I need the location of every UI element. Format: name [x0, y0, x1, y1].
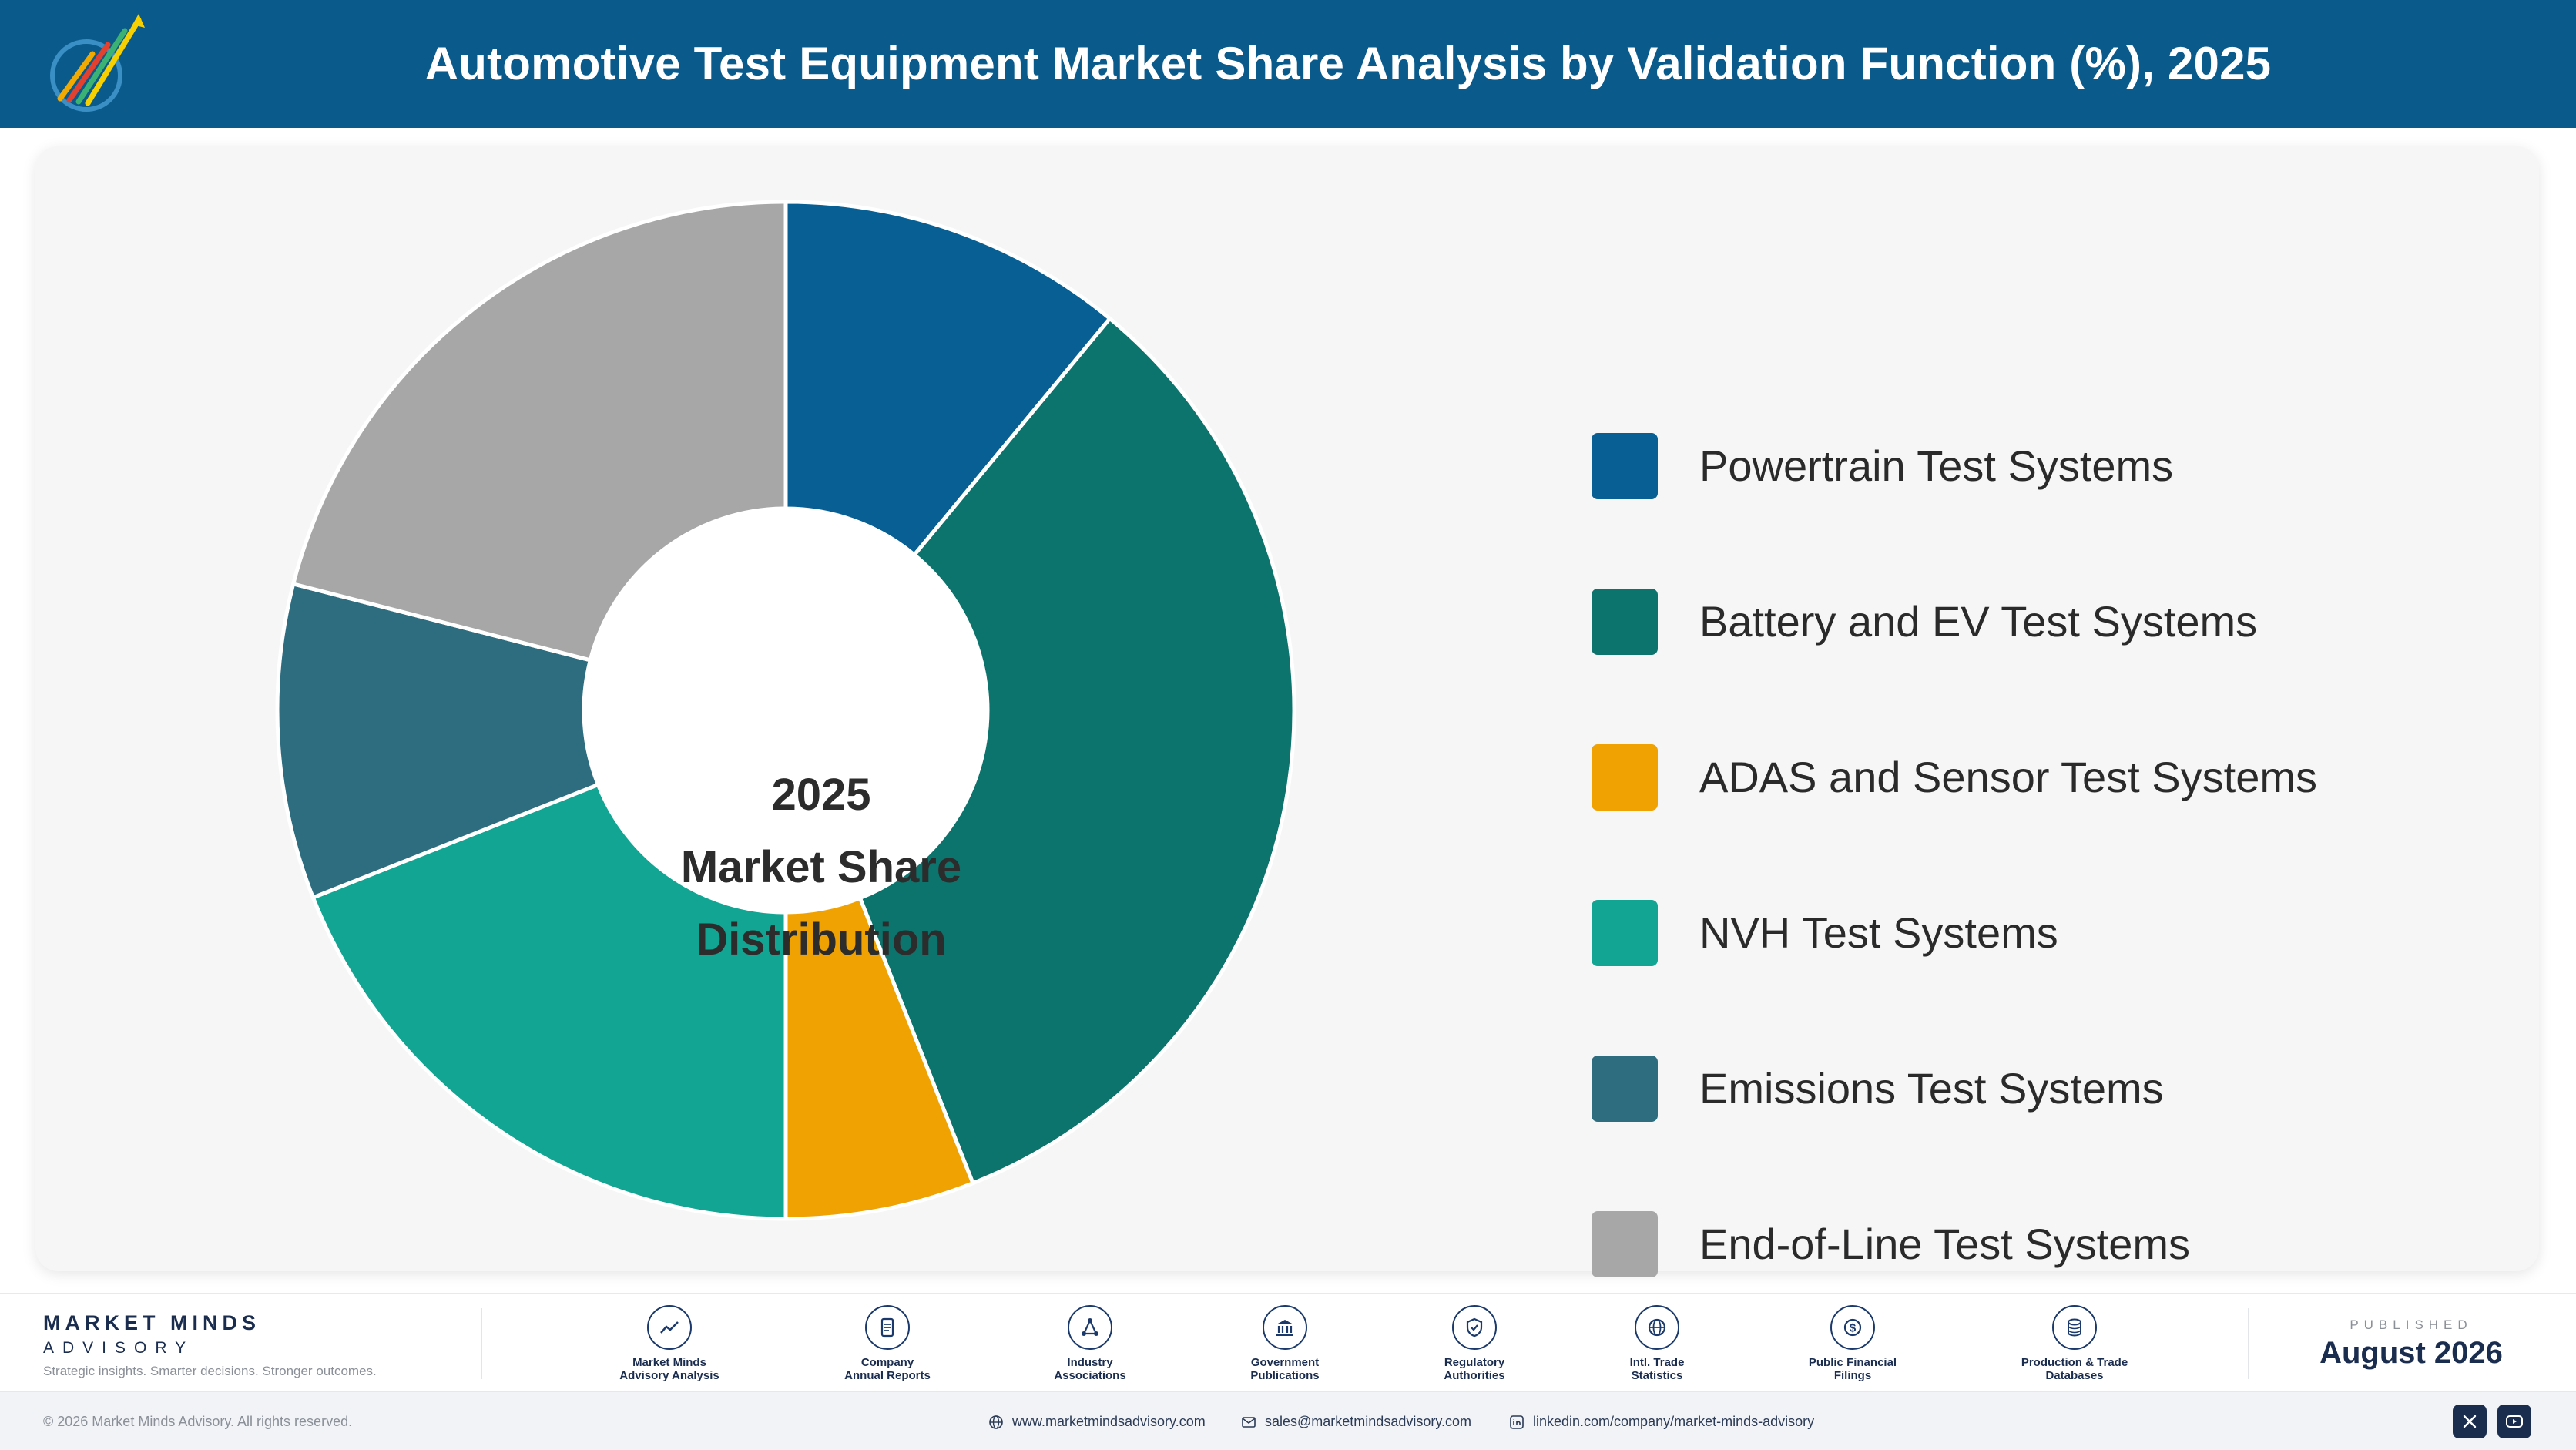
source-item[interactable]: Market Minds Advisory Analysis: [581, 1305, 758, 1382]
brand-tagline: Strategic insights. Smarter decisions. S…: [43, 1364, 377, 1378]
legend-label: NVH Test Systems: [1699, 908, 2058, 957]
linkedin-icon: [1510, 1415, 1524, 1430]
government-building-icon: [1263, 1305, 1307, 1350]
center-label-line: Market Share: [680, 842, 962, 892]
legend-item[interactable]: Emissions Test Systems: [1592, 1056, 2516, 1123]
legend-item[interactable]: Powertrain Test Systems: [1592, 433, 2516, 501]
footer: MARKET MINDS ADVISORY Strategic insights…: [0, 1293, 2576, 1390]
legend-swatch: [1592, 1211, 1658, 1277]
legend-swatch: [1592, 433, 1658, 499]
document-icon: [865, 1305, 910, 1350]
donut-slice[interactable]: [783, 200, 1113, 558]
dollar-coin-icon: $: [1830, 1305, 1875, 1350]
donut-center-label: 2025 Market Share Distribution: [629, 759, 1014, 976]
shield-check-icon: [1452, 1305, 1497, 1350]
mail-icon: [1242, 1417, 1256, 1428]
legend-label: Battery and EV Test Systems: [1699, 597, 2258, 646]
source-item[interactable]: Intl. Trade Statistics: [1568, 1305, 1746, 1382]
linkedin-link[interactable]: linkedin.com/company/market-minds-adviso…: [1508, 1392, 1814, 1450]
youtube-icon[interactable]: [2497, 1405, 2531, 1438]
donut-hole: [584, 509, 988, 912]
source-item[interactable]: Government Publications: [1196, 1305, 1374, 1382]
source-item[interactable]: Company Annual Reports: [799, 1305, 976, 1382]
legend-item[interactable]: End-of-Line Test Systems: [1592, 1211, 2516, 1279]
legend-swatch: [1592, 744, 1658, 811]
page-title: Automotive Test Equipment Market Share A…: [424, 38, 2272, 89]
chart-card: 2025 Market Share Distribution Powertrai…: [35, 146, 2539, 1277]
brand-subtitle: ADVISORY: [43, 1339, 195, 1357]
source-item[interactable]: Regulatory Authorities: [1386, 1305, 1563, 1382]
email-link[interactable]: sales@marketmindsadvisory.com: [1240, 1392, 1471, 1450]
bottom-bar: © 2026 Market Minds Advisory. All rights…: [0, 1391, 2576, 1450]
source-label: Industry Associations: [1054, 1356, 1126, 1382]
source-label: Government Publications: [1250, 1356, 1320, 1382]
legend-item[interactable]: Battery and EV Test Systems: [1592, 589, 2516, 656]
published-label: PUBLISHED: [2350, 1317, 2473, 1332]
legend-label: Powertrain Test Systems: [1699, 441, 2174, 490]
footer-divider: [481, 1308, 482, 1379]
footer-divider: [2248, 1308, 2249, 1379]
header-bar: Automotive Test Equipment Market Share A…: [0, 0, 2576, 128]
trend-chart-icon: [647, 1305, 692, 1350]
globe-icon: [989, 1415, 1003, 1430]
legend-item[interactable]: ADAS and Sensor Test Systems: [1592, 744, 2516, 812]
source-item[interactable]: Production & Trade Databases: [1986, 1305, 2163, 1382]
legend-label: Emissions Test Systems: [1699, 1064, 2164, 1113]
database-icon: [2052, 1305, 2097, 1350]
source-label: Market Minds Advisory Analysis: [619, 1356, 719, 1382]
center-label-line: Distribution: [696, 915, 947, 965]
market-minds-logo-icon[interactable]: [39, 8, 154, 123]
legend-swatch: [1592, 900, 1658, 966]
legend-swatch: [1592, 1056, 1658, 1122]
legend-label: ADAS and Sensor Test Systems: [1699, 753, 2317, 801]
source-label: Public Financial Filings: [1808, 1356, 1897, 1382]
legend-item[interactable]: NVH Test Systems: [1592, 900, 2516, 968]
legend-label: End-of-Line Test Systems: [1699, 1220, 2191, 1268]
center-label-line: 2025: [771, 770, 871, 820]
source-item[interactable]: $ Public Financial Filings: [1764, 1305, 1941, 1382]
source-label: Intl. Trade Statistics: [1629, 1356, 1685, 1382]
source-label: Production & Trade Databases: [2021, 1356, 2128, 1382]
x-icon[interactable]: [2453, 1405, 2487, 1438]
globe-icon: [1635, 1305, 1679, 1350]
email-text: sales@marketmindsadvisory.com: [1265, 1414, 1472, 1429]
website-text: www.marketmindsadvisory.com: [1012, 1414, 1206, 1429]
legend-swatch: [1592, 589, 1658, 655]
website-link[interactable]: www.marketmindsadvisory.com: [988, 1392, 1206, 1450]
copyright-text: © 2026 Market Minds Advisory. All rights…: [43, 1414, 353, 1429]
brand-name: MARKET MINDS: [43, 1311, 260, 1334]
network-icon: [1068, 1305, 1112, 1350]
donut-chart: [275, 200, 1296, 1221]
source-item[interactable]: Industry Associations: [1001, 1305, 1179, 1382]
svg-text:$: $: [1850, 1322, 1857, 1335]
linkedin-text: linkedin.com/company/market-minds-adviso…: [1533, 1414, 1815, 1429]
published-date: August 2026: [2319, 1336, 2503, 1370]
source-label: Regulatory Authorities: [1444, 1356, 1505, 1382]
source-label: Company Annual Reports: [844, 1356, 931, 1382]
